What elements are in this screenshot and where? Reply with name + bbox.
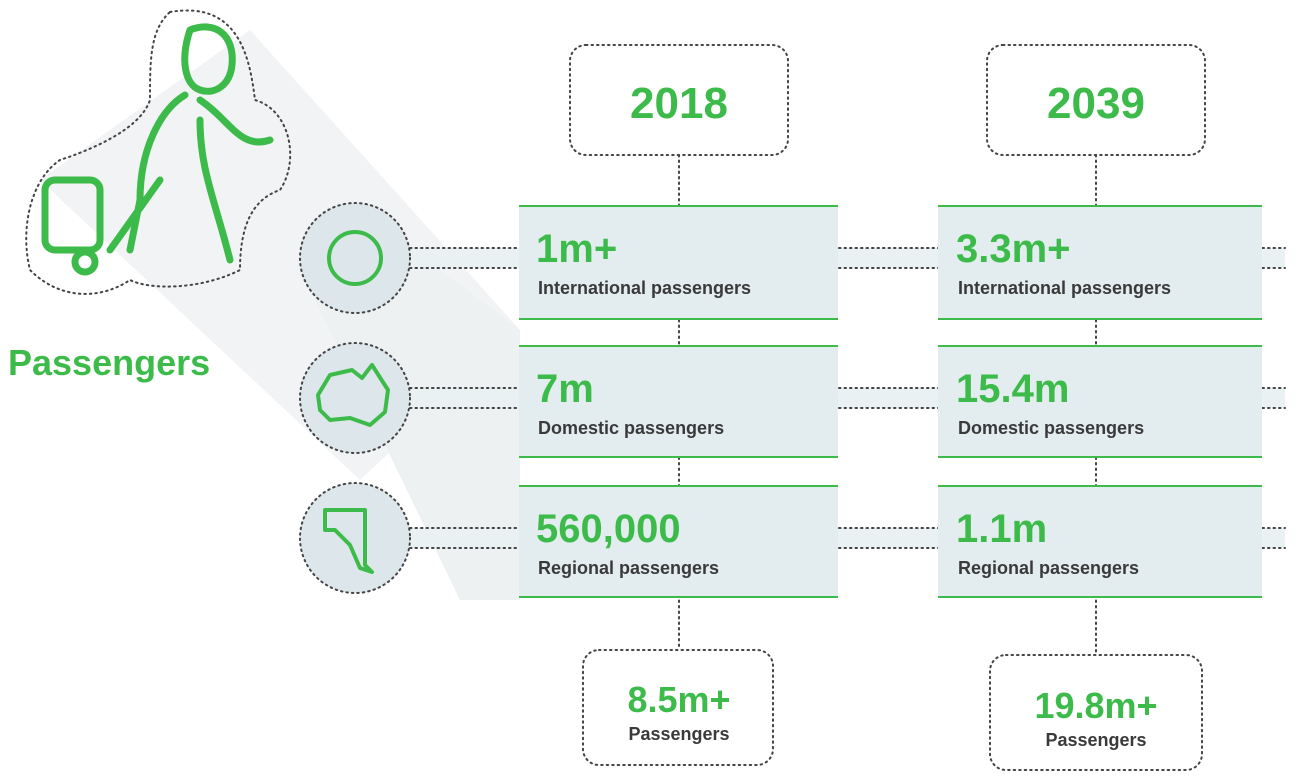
total-value: 8.5m+ (627, 679, 730, 720)
card-bg (938, 205, 1262, 320)
card: 1m+ International passengers (519, 205, 838, 320)
card-border (519, 485, 838, 598)
body (106, 91, 274, 264)
card: 15.4m Domestic passengers (938, 345, 1262, 458)
card-border (519, 205, 838, 320)
stat-label: International passengers (958, 278, 1171, 298)
row-icons (299, 202, 411, 594)
card-bg (519, 205, 838, 320)
card-border (519, 345, 838, 458)
icon-border (299, 342, 411, 454)
stat-value: 560,000 (536, 507, 681, 551)
total-label: Passengers (628, 724, 729, 744)
south-australia (323, 508, 374, 574)
suitcase (41, 176, 104, 254)
stat-label: Regional passengers (958, 558, 1139, 578)
year-box (569, 44, 789, 156)
card-bg (519, 345, 838, 458)
title: Passengers (8, 342, 210, 383)
year: 2039 (1047, 79, 1145, 128)
card-border (938, 485, 1262, 598)
globe (327, 230, 383, 286)
australia (316, 363, 390, 427)
card: 560,000 Regional passengers (519, 485, 838, 598)
card-border (938, 205, 1262, 320)
stat-label: Regional passengers (538, 558, 719, 578)
icon-border (299, 202, 411, 314)
stat-value: 3.3m+ (956, 227, 1071, 271)
card-bg (938, 485, 1262, 598)
column-2039: 2039 3.3m+ International passengers 15.4… (938, 44, 1262, 771)
year: 2018 (630, 79, 728, 128)
total-box (989, 654, 1203, 771)
outline (25, 9, 292, 295)
stat-label: International passengers (538, 278, 751, 298)
card: 7m Domestic passengers (519, 345, 838, 458)
card-border (938, 345, 1262, 458)
stat-value: 7m (536, 367, 594, 411)
stat-label: Domestic passengers (958, 418, 1144, 438)
card-bg (519, 485, 838, 598)
card-bg (938, 345, 1262, 458)
card: 1.1m Regional passengers (938, 485, 1262, 598)
year-box (986, 44, 1206, 156)
wheel (71, 248, 99, 276)
shadow (310, 240, 520, 600)
stat-value: 1.1m (956, 507, 1047, 551)
card: 3.3m+ International passengers (938, 205, 1262, 320)
column-2018: 2018 1m+ International passengers 7m Dom… (519, 44, 838, 766)
head (181, 23, 236, 95)
icon-border (299, 482, 411, 594)
total-box (582, 649, 774, 766)
icon-bg (300, 343, 410, 453)
total-value: 19.8m+ (1034, 685, 1157, 726)
icon-bg (300, 203, 410, 313)
total-label: Passengers (1045, 730, 1146, 750)
stat-value: 15.4m (956, 367, 1069, 411)
stat-label: Domestic passengers (538, 418, 724, 438)
stat-value: 1m+ (536, 227, 617, 271)
passenger-icon (25, 9, 292, 295)
